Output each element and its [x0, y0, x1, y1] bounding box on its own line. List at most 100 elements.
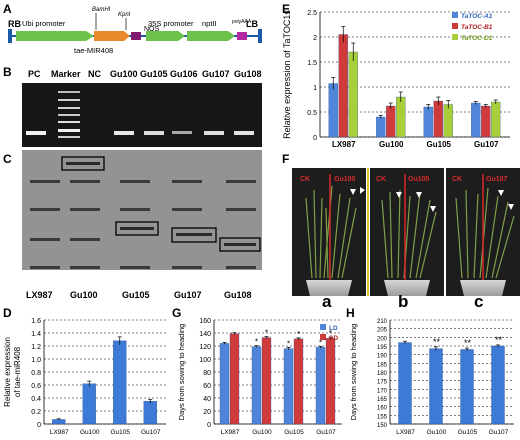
panel-label-a: A	[3, 2, 12, 16]
chart-h-days-to-heading: 150 155 160 165 170 175 180 185 190 195 200 205 210 D…	[349, 319, 514, 436]
band-gu107	[204, 131, 224, 135]
y-tick-label: 0	[37, 422, 41, 429]
blot-band	[172, 180, 202, 183]
y-tick-label: 160	[199, 318, 211, 325]
bar	[396, 96, 406, 138]
y-tick-label: 100	[199, 357, 211, 364]
bar	[471, 102, 481, 138]
arrowhead-icon	[508, 204, 514, 210]
y-tick-label: 1.0	[31, 357, 41, 364]
blot-lane-gu100: Gu100	[70, 290, 98, 300]
y-tick-label: 185	[377, 362, 388, 368]
photo-b: CK Gu105	[370, 168, 444, 346]
bar	[433, 100, 443, 138]
legend-label: TaTOC-D1	[461, 35, 493, 42]
blot-band	[176, 233, 212, 236]
y-axis-label: Days from sowing to heading	[349, 324, 358, 421]
nos-label: NOS	[144, 26, 160, 33]
blot-band	[172, 266, 202, 269]
significance-star: *	[287, 339, 290, 348]
y-tick-label: 120	[199, 344, 211, 351]
lane-label-gu105: Gu105	[140, 69, 168, 79]
nptii-label: nptII	[202, 19, 217, 28]
significance-stars: **	[433, 337, 441, 347]
legend-label: TaTOC-B1	[461, 24, 493, 31]
y-tick-label: 0.5	[307, 110, 317, 117]
marker-band	[58, 129, 80, 132]
bar	[143, 401, 157, 425]
yellow-ruler	[367, 168, 369, 296]
bar	[52, 419, 66, 425]
y-tick-label: 0	[207, 422, 211, 429]
x-tick-label: Gu105	[427, 140, 452, 149]
significance-star: *	[255, 338, 258, 347]
blot-band	[120, 180, 150, 183]
legend-swatch	[452, 23, 458, 29]
highlight-box	[61, 156, 105, 171]
photo-sublabel-b: b	[398, 292, 409, 311]
x-tick-label: Gu107	[474, 140, 499, 149]
ck-label: CK	[452, 176, 462, 183]
blot-band	[70, 266, 100, 269]
blot-band	[120, 266, 150, 269]
ck-label: CK	[376, 176, 386, 183]
y-tick-label: 1.6	[31, 318, 41, 325]
rb-border	[8, 29, 12, 43]
band-gu108	[234, 131, 254, 135]
kpni-label: KpnI	[118, 12, 131, 18]
y-tick-label: 180	[377, 371, 388, 377]
x-tick-label: Gu107	[316, 429, 336, 436]
chart-g-days-to-heading: 0 20 40 60 80 100 120 140 160 Days from sowing to…	[177, 318, 342, 436]
marker-band	[58, 121, 80, 123]
rb-label: RB	[8, 19, 21, 29]
arrowhead-icon	[430, 206, 436, 212]
blot-lane-gu107: Gu107	[174, 290, 202, 300]
blot-lane-gu105: Gu105	[122, 290, 150, 300]
blot-lane-lx987: LX987	[26, 290, 53, 300]
legend-label: LD	[329, 325, 338, 332]
y-tick-label: 200	[377, 336, 388, 342]
bar	[398, 342, 412, 425]
blot-band	[226, 208, 256, 211]
highlight-box	[219, 237, 261, 252]
blot-band	[224, 243, 256, 246]
southern-blot-c	[22, 150, 262, 270]
y-tick-label: 170	[377, 388, 388, 394]
lane-label-gu107: Gu107	[202, 69, 230, 79]
panel-label-g: G	[172, 306, 182, 320]
y-tick-label: 0.4	[31, 396, 41, 403]
bar	[219, 343, 230, 425]
y-tick-label: 40	[203, 396, 211, 403]
significance-star: *	[319, 338, 322, 347]
blot-band	[226, 266, 256, 269]
plant-photos-f: CK Gu100 CK Gu105 CK	[292, 168, 520, 346]
panel-label-b: B	[3, 65, 12, 79]
highlight-box	[171, 227, 217, 243]
y-axis-label: Days from sowing to heading	[177, 324, 186, 421]
chart-e-tatoc1-expression: 0 0.5 1 1.5 2 2.5 Relative expression of TaTOC…	[282, 10, 510, 149]
y-tick-label: 160	[377, 406, 388, 412]
bar	[376, 116, 386, 138]
gu100-label: Gu100	[334, 176, 356, 183]
y-tick-label: 210	[377, 319, 388, 325]
x-tick-label: Gu107	[141, 429, 161, 436]
y-tick-label: 60	[203, 383, 211, 390]
lane-label-nc: NC	[88, 69, 101, 79]
ubi-promoter-label: Ubi promoter	[22, 19, 66, 28]
lane-label-gu100: Gu100	[110, 69, 138, 79]
y-tick-label: 0.8	[31, 370, 41, 377]
35s-promoter-label: 35S promoter	[148, 19, 194, 28]
nptii-arrow	[187, 31, 235, 41]
bar	[229, 333, 240, 425]
ubi-promoter-arrow	[16, 31, 94, 41]
arrowhead-icon	[396, 192, 402, 198]
panel-label-f: F	[282, 152, 290, 166]
y-tick-label: 1.2	[31, 344, 41, 351]
bar	[443, 104, 453, 138]
bar	[82, 383, 96, 425]
significance-star: *	[265, 329, 268, 338]
y-tick-label: 195	[377, 345, 388, 351]
bar	[423, 106, 433, 138]
arrowhead-icon	[416, 192, 422, 198]
y-axis-label: of tae-miR408	[13, 346, 22, 397]
